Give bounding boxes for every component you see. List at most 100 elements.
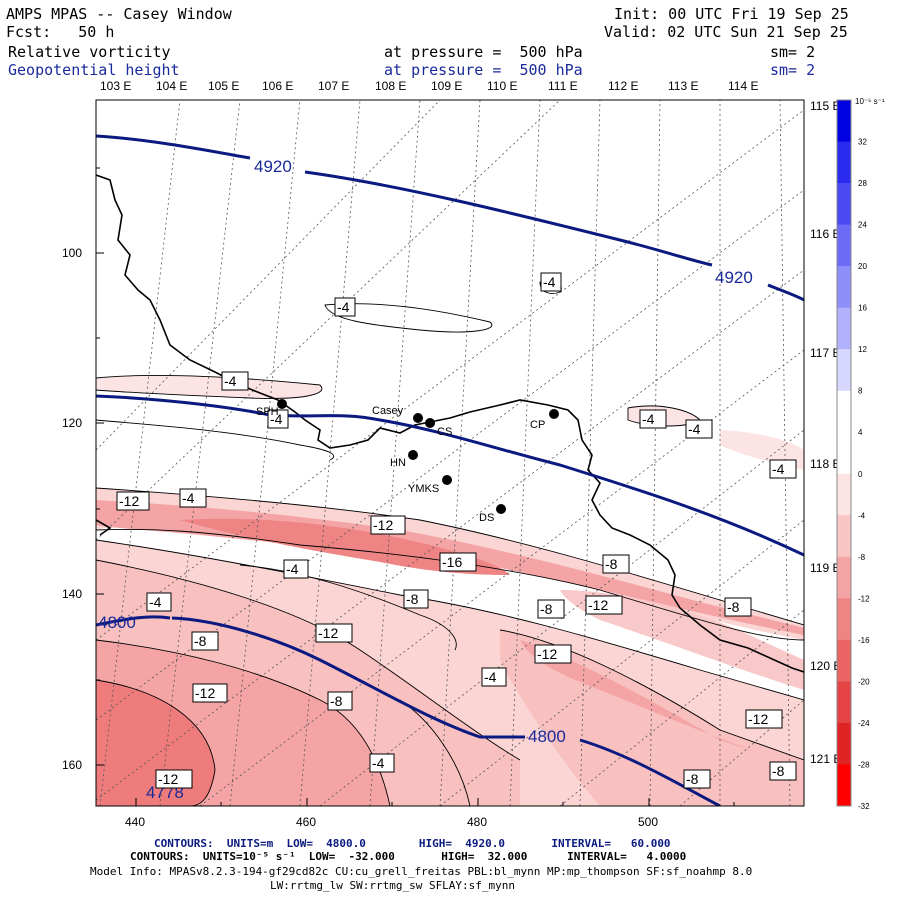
- vort-label: -12: [534, 644, 572, 664]
- svg-text:-8: -8: [540, 601, 553, 617]
- svg-text:119 E: 119 E: [810, 561, 840, 575]
- svg-text:-12: -12: [195, 685, 215, 701]
- vort-label: -16: [439, 552, 477, 572]
- footer-model-info-2: LW:rrtmg_lw SW:rrtmg_sw SFLAY:sf_mynn: [270, 879, 516, 892]
- colorbar: 32 28 24 20 16 12 8 4 0 -4 -8 -12 -16 -20 -24 -28 -32: [836, 99, 870, 811]
- svg-text:-8: -8: [194, 633, 207, 649]
- station-hn-marker[interactable]: [408, 450, 418, 460]
- svg-text:105 E: 105 E: [208, 79, 239, 93]
- vort-label: -8: [403, 589, 429, 609]
- colorbar-label: 32: [858, 138, 867, 147]
- svg-text:-12: -12: [748, 711, 768, 727]
- svg-text:-4: -4: [688, 421, 701, 437]
- svg-text:-12: -12: [318, 625, 338, 641]
- svg-text:115 E: 115 E: [810, 99, 840, 113]
- svg-text:-12: -12: [537, 646, 557, 662]
- field2-name: Geopotential height: [8, 61, 180, 79]
- svg-text:108 E: 108 E: [375, 79, 406, 93]
- station-sph-marker[interactable]: [277, 399, 287, 409]
- vort-label: -4: [334, 297, 356, 317]
- init-time: Init: 00 UTC Fri 19 Sep 25: [614, 5, 849, 23]
- svg-text:-16: -16: [442, 554, 462, 570]
- colorbar-swatch: [837, 639, 851, 682]
- svg-text:116 E: 116 E: [810, 227, 840, 241]
- forecast-hour: Fcst: 50 h: [6, 23, 115, 41]
- height-labels: 4920 4920 4800 4800 4778: [98, 157, 753, 802]
- vort-label: -4: [639, 409, 667, 429]
- vort-label: -4: [769, 459, 797, 479]
- vort-label: -8: [602, 554, 630, 574]
- station-ds-label: DS: [479, 512, 494, 524]
- colorbar-swatch: [837, 515, 851, 558]
- station-cp-label: CP: [530, 419, 545, 431]
- svg-text:117 E: 117 E: [810, 346, 840, 360]
- vort-label: -4: [481, 667, 507, 687]
- colorbar-swatch: [837, 390, 851, 433]
- svg-text:-8: -8: [772, 763, 785, 779]
- colorbar-label: -4: [858, 511, 866, 520]
- vort-label: -12: [192, 683, 228, 703]
- vorticity-labels: -4 -4 -4 -4 -4 -4 -4 -12 -4 -12 -16 -8 -…: [116, 272, 797, 789]
- height-contours: [96, 134, 804, 806]
- colorbar-swatch: [837, 224, 851, 267]
- colorbar-label: 8: [858, 387, 863, 396]
- station-casey-marker[interactable]: [413, 413, 423, 423]
- colorbar-swatch: [837, 266, 851, 309]
- valid-time: Valid: 02 UTC Sun 21 Sep 25: [604, 23, 848, 41]
- footer-model-info: Model Info: MPASv8.2.3-194-gf29cd82c CU:…: [90, 865, 753, 878]
- stations: Casey CS SPH CP HN YMKS DS: [256, 399, 559, 524]
- field1-name: Relative vorticity: [8, 43, 171, 61]
- vort-label: -8: [724, 597, 752, 617]
- plot-frame: [95, 99, 805, 807]
- y-tick-label: 140: [62, 587, 82, 601]
- svg-text:-4: -4: [270, 411, 283, 427]
- station-sph-label: SPH: [256, 406, 279, 418]
- svg-text:113 E: 113 E: [668, 79, 698, 93]
- svg-text:118 E: 118 E: [810, 457, 840, 471]
- vort-label: -4: [267, 409, 289, 429]
- colorbar-label: -28: [858, 760, 870, 769]
- height-label: 4920: [254, 157, 292, 176]
- footer-height-contours: CONTOURS: UNITS=m LOW= 4800.0 HIGH= 4920…: [154, 837, 671, 850]
- y-tick-label: 120: [62, 416, 82, 430]
- y-axis: 100 120 140 160: [62, 167, 104, 772]
- vort-label: -4: [146, 592, 172, 612]
- height-label: 4920: [715, 268, 753, 287]
- vort-label: -4: [179, 488, 207, 508]
- station-cs-marker[interactable]: [425, 418, 435, 428]
- svg-text:-12: -12: [588, 597, 608, 613]
- svg-text:106 E: 106 E: [262, 79, 293, 93]
- svg-text:-4: -4: [337, 299, 350, 315]
- lon-labels-top: 103 E 104 E 105 E 106 E 107 E 108 E 109 …: [100, 79, 758, 93]
- colorbar-label: 20: [858, 262, 867, 271]
- field1-smoothing: sm= 2: [770, 43, 816, 61]
- svg-text:109 E: 109 E: [431, 79, 462, 93]
- station-cp-marker[interactable]: [549, 409, 559, 419]
- station-ymks-marker[interactable]: [442, 475, 452, 485]
- map-plot-area: 4920 4920 4800 4800 4778 -4 -4 -4 -4 -4 …: [96, 100, 804, 806]
- station-casey-label: Casey: [372, 405, 404, 417]
- svg-text:120 E: 120 E: [810, 659, 841, 673]
- colorbar-label: 0: [858, 470, 863, 479]
- field1-level: at pressure = 500 hPa: [384, 43, 583, 61]
- vort-label: -4: [283, 559, 309, 579]
- svg-text:-8: -8: [330, 693, 343, 709]
- y-tick-label: 100: [62, 246, 82, 260]
- vort-label: -8: [537, 599, 565, 619]
- colorbar-swatch: [837, 349, 851, 392]
- x-tick-label: 440: [125, 815, 145, 829]
- svg-text:-4: -4: [224, 373, 237, 389]
- colorbar-label: -32: [858, 802, 870, 811]
- station-ds-marker[interactable]: [496, 504, 506, 514]
- svg-text:-4: -4: [149, 594, 162, 610]
- footer-vort-contours: CONTOURS: UNITS=10⁻⁵ s⁻¹ LOW= -32.000 HI…: [130, 850, 687, 863]
- height-label: 4800: [98, 613, 136, 632]
- svg-text:-4: -4: [642, 411, 655, 427]
- colorbar-unit: 10⁻⁵ s⁻¹: [855, 97, 885, 106]
- svg-text:-8: -8: [727, 599, 740, 615]
- colorbar-swatch: [837, 556, 851, 599]
- vort-label: -8: [191, 631, 219, 651]
- vort-label: -4: [540, 272, 562, 292]
- svg-text:-4: -4: [286, 561, 299, 577]
- x-tick-label: 460: [296, 815, 316, 829]
